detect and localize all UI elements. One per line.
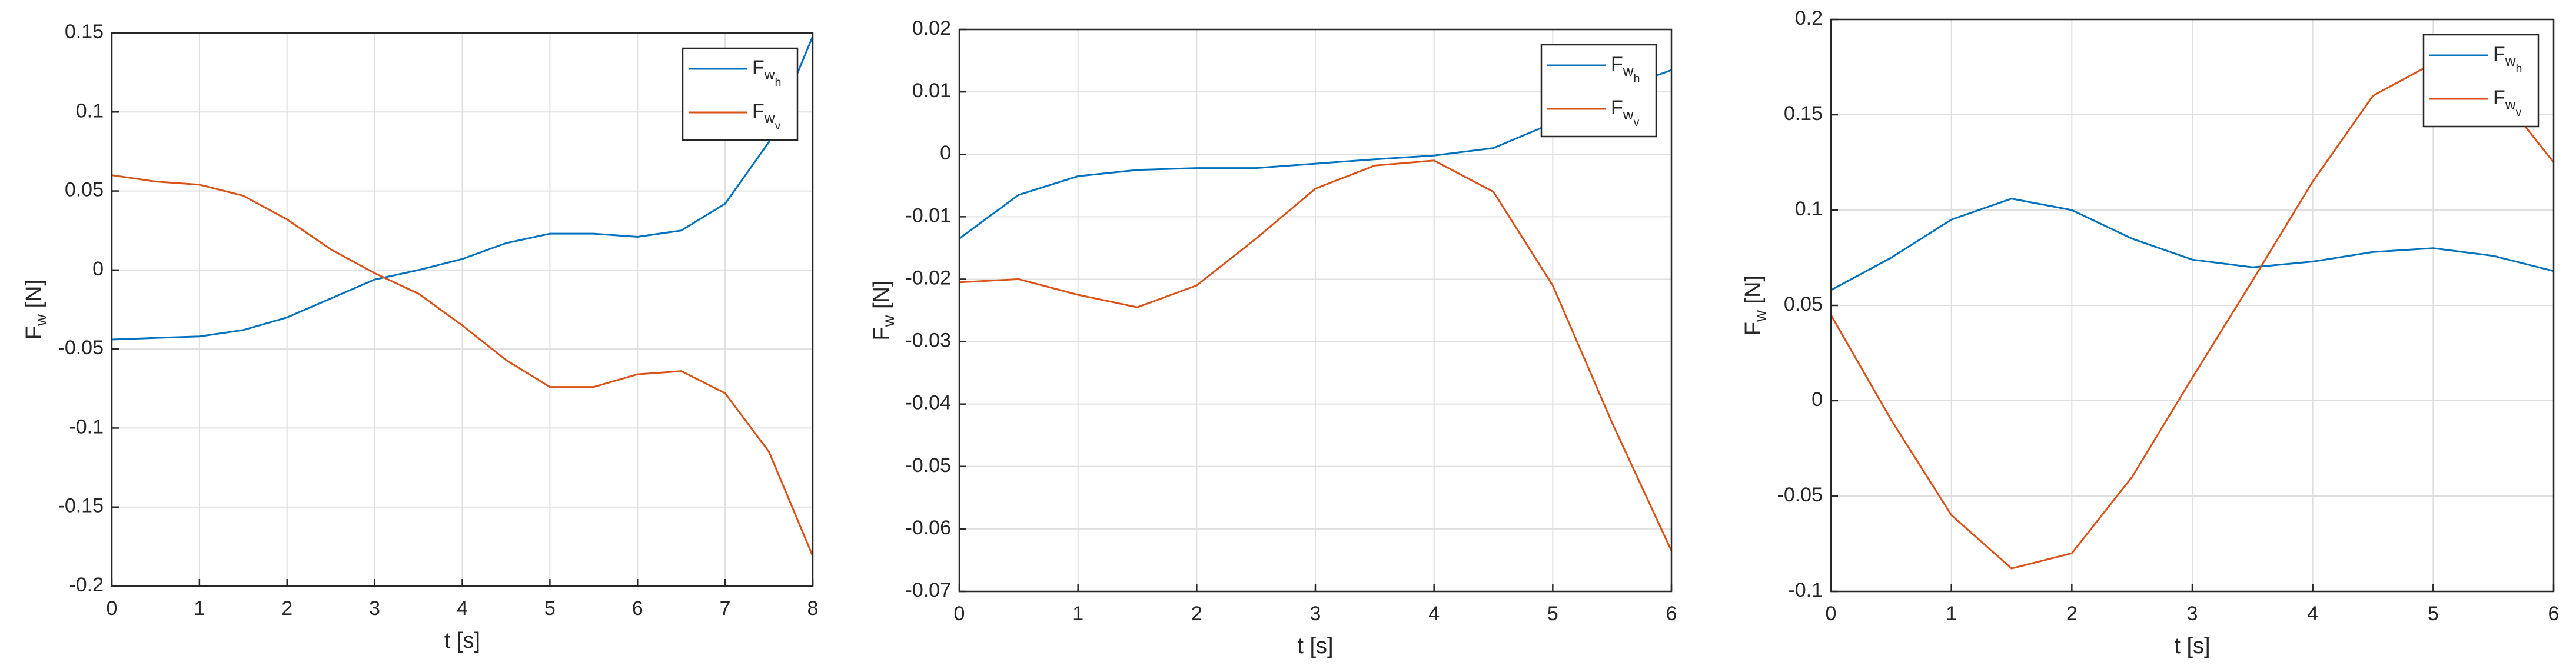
y-tick-label: 0 <box>92 258 104 280</box>
x-tick-label: 3 <box>369 597 380 620</box>
x-tick-label: 2 <box>1191 603 1202 625</box>
y-tick-label: 0.2 <box>1795 7 1823 29</box>
axes-frame <box>958 28 1673 593</box>
x-tick-label: 0 <box>107 597 118 620</box>
subplot: 0 1 2 3 4 5 6 7 8 -0.2 -0.15 -0.1 -0.05 0 0.05 0.1 0.15 t… <box>22 21 818 653</box>
y-tick-label: 0 <box>1811 388 1823 411</box>
x-tick-label: 6 <box>632 597 643 620</box>
x-axis-label: t [s] <box>1297 634 1333 658</box>
y-tick-label: -0.2 <box>69 574 104 596</box>
subplot: 0 1 2 3 4 5 6 -0.1 -0.05 0 0.05 0.1 0.15 0.2 t [s] Fw [… <box>1741 7 2559 658</box>
legend-box <box>1540 44 1657 138</box>
legend-label: Fwh <box>1611 53 1640 85</box>
x-tick-label: 4 <box>2307 603 2318 625</box>
x-axis-label: t [s] <box>2174 634 2210 658</box>
y-tick-label: -0.02 <box>906 267 952 289</box>
data-line <box>959 159 1673 551</box>
subplot: 0 1 2 3 4 5 6 -0.07 -0.06 -0.05 -0.04 -0.03 -0.02 -0.… <box>869 17 1677 658</box>
y-tick-label: -0.04 <box>906 392 952 414</box>
y-axis-label: Fw [N] <box>1741 275 1769 335</box>
x-tick-label: 0 <box>1826 603 1837 625</box>
y-tick-label: -0.03 <box>906 330 952 352</box>
x-tick-label: 6 <box>2548 603 2560 625</box>
y-tick-label: 0.05 <box>1784 293 1823 315</box>
x-tick-label: 1 <box>1072 603 1083 625</box>
x-tick-label: 1 <box>1946 603 1957 625</box>
y-tick-label: -0.05 <box>1777 484 1823 506</box>
x-tick-label: 3 <box>2187 603 2198 625</box>
legend-label: Fwh <box>2493 43 2522 75</box>
x-tick-label: 4 <box>457 597 468 620</box>
y-axis-label: Fw [N] <box>869 280 898 340</box>
y-tick-label: 0.15 <box>65 21 104 43</box>
y-tick-label: -0.07 <box>906 579 952 601</box>
y-tick-label: 0.01 <box>912 79 951 102</box>
y-tick-label: -0.1 <box>69 415 104 438</box>
x-tick-label: 6 <box>1666 603 1677 625</box>
y-tick-label: 0.1 <box>1795 198 1823 220</box>
y-tick-label: 0.02 <box>912 17 951 39</box>
y-tick-label: 0.15 <box>1784 102 1823 125</box>
y-tick-label: -0.01 <box>906 204 952 227</box>
y-tick-label: -0.05 <box>906 454 952 477</box>
x-tick-label: 1 <box>194 597 205 620</box>
axes-frame <box>1830 18 2555 593</box>
legend-box <box>682 47 799 141</box>
y-tick-label: -0.05 <box>58 337 104 359</box>
data-line <box>111 174 814 557</box>
y-tick-label: 0.1 <box>76 99 104 122</box>
y-tick-label: -0.1 <box>1788 579 1823 601</box>
x-tick-label: 8 <box>807 597 819 620</box>
legend-label: Fwv <box>2493 87 2521 119</box>
x-tick-label: 5 <box>544 597 556 620</box>
x-tick-label: 2 <box>2066 603 2078 625</box>
legend-label: Fwv <box>752 100 780 132</box>
y-axis-label: Fw [N] <box>22 280 50 340</box>
x-tick-label: 5 <box>2428 603 2439 625</box>
x-tick-label: 4 <box>1428 603 1440 625</box>
x-tick-label: 2 <box>281 597 292 620</box>
x-tick-label: 0 <box>954 603 965 625</box>
data-line <box>1830 198 2554 291</box>
data-line <box>111 35 814 341</box>
legend-label: Fwv <box>1611 97 1639 129</box>
x-tick-label: 3 <box>1310 603 1321 625</box>
x-axis-label: t [s] <box>444 628 480 653</box>
x-tick-label: 7 <box>720 597 731 620</box>
y-tick-label: -0.15 <box>58 495 104 517</box>
x-tick-label: 5 <box>1547 603 1558 625</box>
axes-frame <box>111 32 814 587</box>
legend-box <box>2422 34 2540 128</box>
legend-label: Fwh <box>752 56 781 89</box>
y-tick-label: 0.05 <box>65 179 104 201</box>
y-tick-label: -0.06 <box>906 517 952 539</box>
y-tick-label: 0 <box>940 142 951 164</box>
